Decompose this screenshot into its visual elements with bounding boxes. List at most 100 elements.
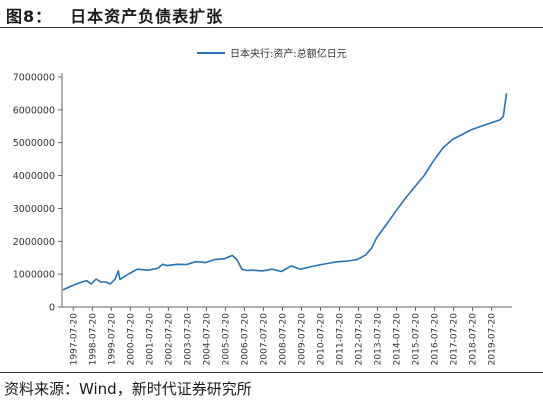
x-tick-label: 1998-07-20: [88, 313, 98, 366]
data-point: [246, 270, 248, 272]
data-point: [118, 270, 120, 272]
data-point: [137, 268, 139, 270]
x-tick-label: 2000-07-20: [126, 313, 136, 366]
y-axis: 0 1000000 2000000 3000000 4000000 5000000 6000…: [13, 73, 63, 314]
data-point: [461, 134, 463, 136]
x-tick-label: 2017-07-20: [450, 313, 460, 366]
x-tick-label: 2014-07-20: [393, 313, 403, 366]
y-tick-label: 1000000: [13, 270, 55, 281]
figure-title: 图8： 日本资产负债表扩张: [6, 3, 223, 27]
data-point: [290, 265, 292, 267]
data-point: [176, 264, 178, 266]
x-tick-label: 2012-07-20: [355, 313, 365, 366]
data-point: [490, 122, 492, 124]
data-point: [357, 259, 359, 261]
y-tick-label: 4000000: [13, 171, 55, 182]
data-point: [414, 186, 416, 188]
y-tick-label: 2000000: [13, 237, 55, 248]
data-point: [309, 266, 311, 268]
data-point: [86, 280, 88, 282]
plot-area: [62, 93, 508, 291]
data-point: [319, 264, 321, 266]
x-tick-label: 2015-07-20: [412, 313, 422, 366]
data-point: [110, 283, 112, 285]
data-point: [506, 93, 508, 95]
x-tick-label: 2009-07-20: [297, 313, 307, 366]
x-tick-label: 2019-07-20: [488, 313, 498, 366]
y-tick-label: 5000000: [13, 138, 55, 149]
data-point: [205, 262, 207, 264]
data-point: [157, 267, 159, 269]
data-point: [365, 254, 367, 256]
title-divider: [0, 27, 543, 28]
data-point: [186, 264, 188, 266]
data-point: [442, 147, 444, 149]
data-point: [480, 126, 482, 128]
data-point: [148, 269, 150, 271]
x-tick-label: 2001-07-20: [145, 313, 155, 366]
data-point: [214, 259, 216, 261]
x-tick-label: 2018-07-20: [469, 313, 479, 366]
data-point: [404, 198, 406, 200]
data-point: [271, 268, 273, 270]
data-point: [232, 255, 234, 257]
data-point: [423, 175, 425, 177]
data-point: [119, 279, 121, 281]
y-tick-label: 7000000: [13, 73, 55, 84]
x-tick-label: 2003-07-20: [183, 313, 193, 366]
data-point: [385, 224, 387, 226]
x-tick-label: 2011-07-20: [335, 313, 345, 366]
data-point: [105, 281, 107, 283]
source-divider: [0, 372, 543, 373]
data-point: [114, 278, 116, 280]
x-tick-label: 2004-07-20: [202, 313, 212, 366]
data-point: [195, 261, 197, 263]
data-point: [236, 259, 238, 261]
data-point: [252, 269, 254, 271]
x-tick-label: 2005-07-20: [221, 313, 231, 366]
data-point: [224, 258, 226, 260]
data-point: [62, 289, 64, 291]
line-chart: 日本央行:资产:总额亿日元 0 1000000 2000000 3000000 4000…: [13, 47, 512, 366]
data-point: [281, 271, 283, 273]
data-point: [503, 116, 505, 118]
data-point: [433, 160, 435, 162]
data-point: [262, 270, 264, 272]
data-point: [91, 283, 93, 285]
x-tick-label: 2010-07-20: [316, 313, 326, 366]
data-point: [100, 281, 102, 283]
data-point: [95, 278, 97, 280]
data-point: [81, 281, 83, 283]
legend-label: 日本央行:资产:总额亿日元: [230, 47, 347, 60]
chart-legend: 日本央行:资产:总额亿日元: [197, 47, 347, 60]
data-point: [331, 262, 333, 264]
data-point: [499, 119, 501, 121]
data-point: [376, 237, 378, 239]
x-tick-label: 2007-07-20: [259, 313, 269, 366]
data-point: [300, 268, 302, 270]
x-tick-label: 2006-07-20: [240, 313, 250, 366]
x-tick-label: 2002-07-20: [164, 313, 174, 366]
data-point: [371, 247, 373, 249]
x-tick-label: 2013-07-20: [374, 313, 384, 366]
x-tick-label: 2016-07-20: [431, 313, 441, 366]
y-tick-label: 6000000: [13, 105, 55, 116]
source-note: 资料来源：Wind，新时代证券研究所: [4, 380, 252, 398]
data-point: [452, 139, 454, 141]
figure-label: 图8：: [6, 7, 53, 26]
y-tick-label: 3000000: [13, 204, 55, 215]
data-point: [347, 260, 349, 262]
x-tick-label: 2008-07-20: [278, 313, 288, 366]
x-tick-label: 1997-07-20: [69, 313, 79, 366]
x-tick-label: 1999-07-20: [107, 313, 117, 366]
data-point: [471, 129, 473, 131]
data-point: [129, 273, 131, 275]
data-point: [241, 268, 243, 270]
y-tick-label: 0: [49, 303, 55, 314]
data-point: [395, 211, 397, 213]
x-axis: 1997-07-20 1998-07-20 1999-07-20 2000-07-20…: [62, 306, 512, 366]
data-point: [338, 261, 340, 263]
data-point: [72, 285, 74, 287]
series-line-boj-total-assets: [62, 93, 508, 291]
data-point: [167, 265, 169, 267]
